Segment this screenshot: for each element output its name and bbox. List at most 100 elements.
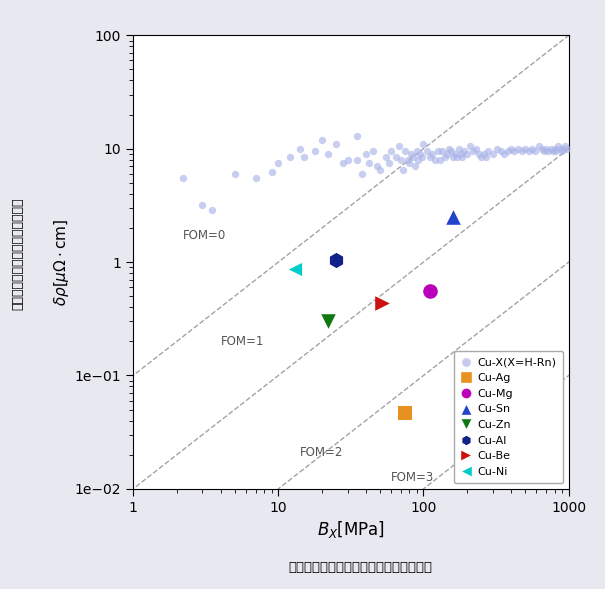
Text: FOM=3: FOM=3	[391, 471, 434, 484]
Text: 添加元素による機械強度（耐力）の増加: 添加元素による機械強度（耐力）の増加	[288, 561, 432, 574]
Point	[398, 166, 408, 175]
Point	[506, 144, 515, 153]
Point	[440, 152, 450, 161]
Point	[509, 147, 519, 156]
Point	[556, 144, 566, 153]
Point	[457, 152, 467, 161]
Point	[332, 255, 341, 264]
Point	[368, 147, 378, 156]
Point	[496, 147, 506, 156]
Point	[433, 147, 442, 156]
Point	[500, 149, 509, 158]
Text: FOM=2: FOM=2	[299, 446, 343, 459]
Point	[531, 147, 540, 156]
Point	[465, 141, 475, 151]
Point	[448, 152, 458, 161]
Point	[401, 147, 410, 156]
Point	[482, 152, 491, 161]
Point	[408, 152, 418, 161]
Point	[425, 152, 434, 161]
Point	[456, 149, 465, 158]
Point	[419, 140, 428, 149]
Point	[403, 155, 413, 164]
Point	[416, 149, 425, 158]
Point	[534, 141, 543, 151]
Point	[230, 169, 240, 178]
Point	[411, 161, 420, 171]
Point	[417, 152, 427, 161]
Point	[428, 149, 437, 158]
Point	[435, 155, 445, 164]
Point	[358, 169, 367, 178]
Legend: Cu-X(X=H-Rn), Cu-Ag, Cu-Mg, Cu-Sn, Cu-Zn, Cu-Al, Cu-Be, Cu-Ni: Cu-X(X=H-Rn), Cu-Ag, Cu-Mg, Cu-Sn, Cu-Zn…	[454, 351, 563, 484]
Point	[543, 147, 553, 156]
Point	[353, 155, 362, 164]
Point	[442, 149, 452, 158]
Point	[454, 144, 463, 153]
Point	[554, 141, 563, 151]
Point	[361, 149, 370, 158]
Text: FOM=0: FOM=0	[183, 230, 226, 243]
Point	[208, 205, 217, 214]
Point	[459, 147, 469, 156]
Point	[524, 147, 534, 156]
Point	[295, 144, 304, 153]
Point	[528, 144, 537, 153]
Point	[406, 149, 416, 158]
Point	[483, 147, 493, 156]
Point	[378, 298, 387, 307]
Point	[323, 149, 333, 158]
Point	[503, 147, 512, 156]
Point	[425, 286, 434, 295]
Point	[551, 147, 561, 156]
Point	[514, 144, 523, 153]
X-axis label: $B_X$[MPa]: $B_X$[MPa]	[317, 519, 385, 540]
Point	[492, 144, 502, 153]
Point	[364, 158, 374, 168]
Point	[430, 155, 440, 164]
Point	[537, 144, 546, 153]
Point	[396, 155, 406, 164]
Text: FOM=1: FOM=1	[220, 335, 264, 348]
Point	[561, 141, 571, 151]
Point	[437, 147, 447, 156]
Point	[310, 147, 320, 156]
Point	[251, 173, 261, 183]
Point	[375, 166, 385, 175]
Point	[557, 147, 567, 156]
Point	[285, 152, 295, 161]
Point	[401, 408, 410, 418]
Point	[462, 149, 472, 158]
Point	[391, 152, 401, 161]
Point	[343, 155, 353, 164]
Y-axis label: $\delta\rho$[$\mu\Omega\cdot$cm]: $\delta\rho$[$\mu\Omega\cdot$cm]	[51, 219, 71, 306]
Point	[488, 149, 498, 158]
Point	[372, 161, 382, 171]
Point	[413, 155, 423, 164]
Point	[540, 147, 549, 156]
Point	[548, 147, 558, 156]
Point	[450, 149, 460, 158]
Point	[563, 144, 572, 153]
Point	[198, 200, 208, 210]
Point	[452, 152, 462, 161]
Point	[323, 317, 333, 326]
Point	[353, 131, 362, 141]
Point	[178, 173, 188, 183]
Point	[394, 141, 404, 151]
Point	[477, 152, 486, 161]
Point	[468, 147, 478, 156]
Point	[290, 264, 299, 274]
Point	[520, 144, 530, 153]
Point	[479, 149, 489, 158]
Point	[267, 167, 276, 177]
Point	[546, 144, 555, 153]
Point	[448, 212, 458, 221]
Point	[405, 158, 414, 168]
Point	[338, 158, 348, 168]
Point	[471, 144, 481, 153]
Point	[381, 152, 391, 161]
Point	[422, 147, 431, 156]
Point	[474, 149, 483, 158]
Point	[541, 144, 551, 153]
